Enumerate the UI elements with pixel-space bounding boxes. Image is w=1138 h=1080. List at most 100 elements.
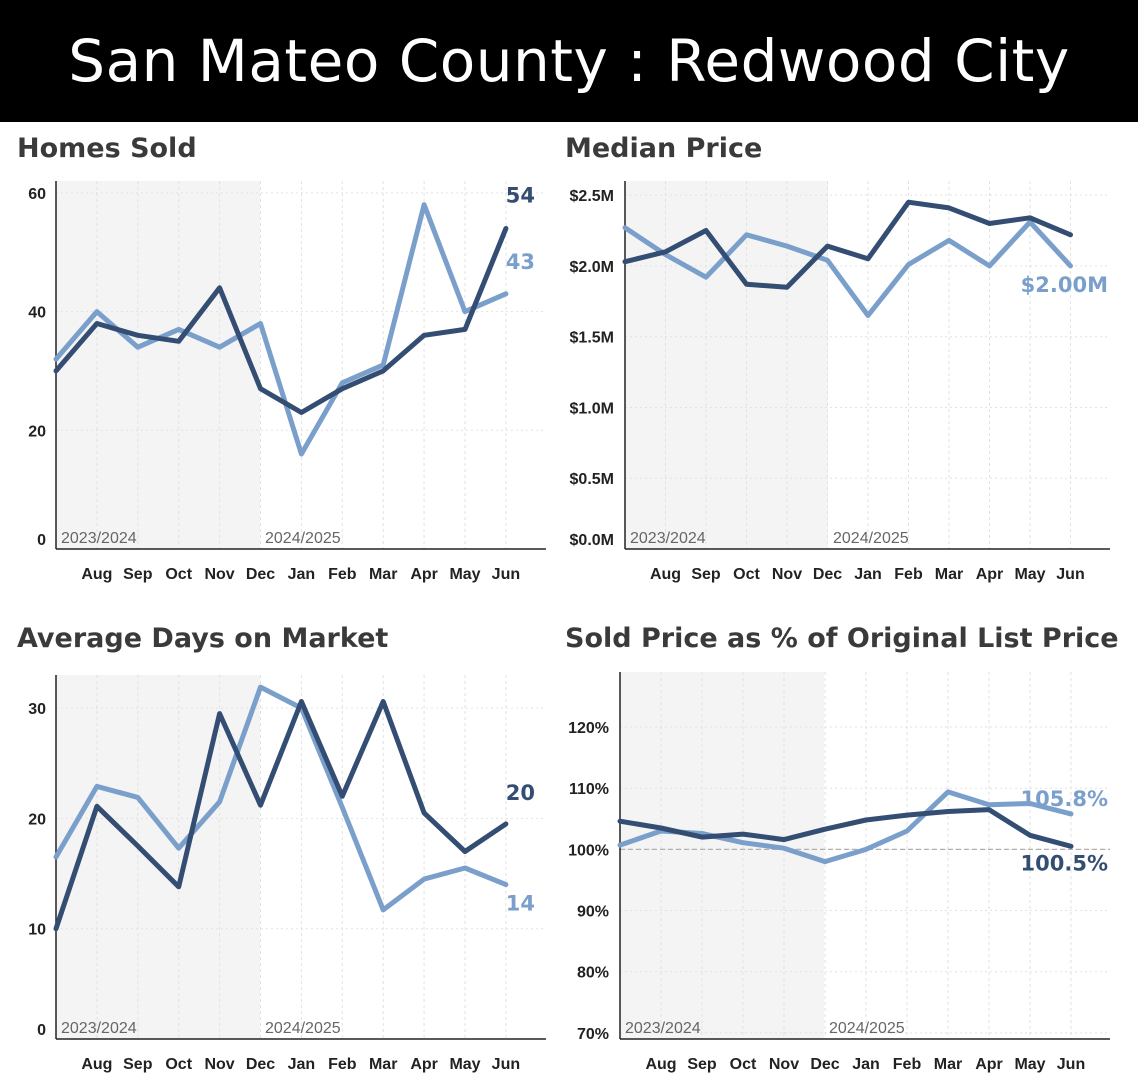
price-x-tick-label: Jun: [1056, 566, 1084, 583]
dom-x-tick-label: May: [449, 1056, 480, 1073]
price-x-tick-label: Mar: [935, 566, 963, 583]
dom-x-tick-label: Mar: [369, 1056, 397, 1073]
price-chart: $0.0M $0.5M $1.0M $1.5M $2.0M $2.5M Aug Sep Oct N…: [570, 181, 1110, 583]
pct-chart: 70% 80% 90% 100% 110% 120% Aug Sep Oct Nov Dec Jan F…: [568, 672, 1110, 1073]
homes-end-label: 54: [506, 183, 535, 207]
dom-season-shade: [56, 675, 260, 1039]
pct-y-tick-label: 90%: [577, 904, 609, 921]
homes-x-tick-label: Sep: [123, 566, 153, 583]
price-x-tick-label: Dec: [813, 566, 842, 583]
homes-x-tick-label: Jan: [288, 566, 316, 583]
dom-season-label-prior: 2023/2024: [61, 1020, 137, 1037]
pct-y-tick-label: 80%: [577, 965, 609, 982]
pct-y-tick-label: 70%: [577, 1026, 609, 1043]
price-x-tick-label: Sep: [691, 566, 721, 583]
price-season-label-prior: 2023/2024: [630, 530, 706, 547]
price-y-tick-label: $0.0M: [570, 532, 614, 549]
price-series-line-current: [622, 199, 1073, 290]
dom-y-tick-label: 20: [28, 811, 46, 828]
dom-end-label: 14: [506, 892, 535, 916]
dom-y-tick-label: 0: [37, 1022, 46, 1039]
pct-y-tick-label: 100%: [568, 842, 609, 859]
price-x-tick-label: Nov: [772, 566, 802, 583]
price-series-line-prior: [622, 219, 1073, 318]
pct-x-tick-label: May: [1014, 1056, 1045, 1073]
dom-x-tick-label: Aug: [81, 1056, 112, 1073]
dom-end-label: 20: [506, 781, 535, 805]
dom-series-line-prior: [53, 684, 509, 913]
dom-y-tick-label: 10: [28, 922, 46, 939]
pct-season-shade: [620, 672, 824, 1039]
price-x-tick-label: Apr: [976, 566, 1004, 583]
homes-end-label: 43: [506, 250, 535, 274]
price-season-label-current: 2024/2025: [833, 530, 909, 547]
dom-x-tick-label: Feb: [328, 1056, 357, 1073]
price-x-tick-label: Feb: [894, 566, 923, 583]
homes-series-line-prior: [53, 202, 509, 457]
homes-series-line-current: [53, 226, 509, 415]
homes-x-tick-label: Jun: [492, 566, 520, 583]
homes-season-shade: [56, 181, 260, 549]
pct-x-tick-label: Apr: [975, 1056, 1003, 1073]
homes-x-tick-label: Mar: [369, 566, 397, 583]
price-x-tick-label: Jan: [854, 566, 882, 583]
price-y-tick-label: $2.5M: [570, 188, 614, 205]
pct-x-tick-label: Aug: [645, 1056, 676, 1073]
homes-x-tick-label: May: [449, 566, 480, 583]
dom-x-tick-label: Oct: [165, 1056, 192, 1073]
page-header: San Mateo County : Redwood City: [0, 0, 1138, 122]
pct-y-tick-label: 110%: [569, 781, 609, 798]
pct-x-tick-label: Jun: [1057, 1056, 1085, 1073]
pct-x-tick-label: Oct: [730, 1056, 757, 1073]
homes-x-tick-label: Aug: [81, 566, 112, 583]
dom-x-tick-label: Sep: [123, 1056, 153, 1073]
homes-y-tick-label: 40: [28, 305, 46, 322]
dom-season-label-current: 2024/2025: [265, 1020, 341, 1037]
pct-series-line-current: [617, 807, 1074, 849]
pct-x-tick-label: Mar: [934, 1056, 962, 1073]
price-x-tick-label: May: [1014, 566, 1045, 583]
pct-x-tick-label: Sep: [687, 1056, 717, 1073]
homes-y-tick-label: 60: [28, 186, 46, 203]
dom-series-line-current: [53, 699, 509, 932]
pct-y-tick-label: 120%: [568, 720, 609, 737]
dom-x-tick-label: Jun: [492, 1056, 520, 1073]
price-y-tick-label: $1.0M: [570, 400, 614, 417]
price-x-tick-label: Aug: [650, 566, 681, 583]
page-title: San Mateo County : Redwood City: [68, 27, 1070, 95]
price-y-tick-label: $2.0M: [570, 259, 614, 276]
homes-x-tick-label: Dec: [246, 566, 275, 583]
price-y-tick-label: $0.5M: [570, 471, 614, 488]
homes-y-tick-label: 20: [28, 423, 46, 440]
pct-x-tick-label: Dec: [810, 1056, 839, 1073]
homes-season-label-prior: 2023/2024: [61, 530, 137, 547]
pct-end-label: 100.5%: [1021, 851, 1108, 875]
homes-x-tick-label: Nov: [204, 566, 234, 583]
pct-x-tick-label: Jan: [852, 1056, 880, 1073]
days-on-market-title: Average Days on Market: [17, 623, 389, 654]
price-season-shade: [625, 181, 828, 549]
dom-x-tick-label: Apr: [410, 1056, 438, 1073]
pct-season-label-current: 2024/2025: [829, 1020, 905, 1037]
homes-season-label-current: 2024/2025: [265, 530, 341, 547]
dom-x-tick-label: Dec: [246, 1056, 275, 1073]
pct-x-tick-label: Feb: [893, 1056, 922, 1073]
sold-pct-title: Sold Price as % of Original List Price: [565, 623, 1119, 654]
dom-chart: 0 10 20 30 Aug Sep Oct Nov Dec Jan Feb Mar Apr May Jun…: [28, 675, 546, 1073]
median-price-title: Median Price: [565, 133, 763, 164]
dom-x-tick-label: Jan: [288, 1056, 316, 1073]
dom-x-tick-label: Nov: [204, 1056, 234, 1073]
pct-end-label: 105.8%: [1021, 787, 1108, 811]
homes-y-tick-label: 0: [37, 532, 46, 549]
price-x-tick-label: Oct: [733, 566, 760, 583]
homes-x-tick-label: Feb: [328, 566, 357, 583]
dom-y-tick-label: 30: [28, 701, 46, 718]
price-end-label: $2.00M: [1021, 273, 1108, 297]
homes-chart: 0 20 40 60 Aug Sep Oct Nov Dec Jan Feb Mar Apr May Jun…: [28, 181, 546, 583]
pct-season-label-prior: 2023/2024: [625, 1020, 701, 1037]
pct-x-tick-label: Nov: [769, 1056, 799, 1073]
homes-x-tick-label: Apr: [410, 566, 438, 583]
price-y-tick-label: $1.5M: [570, 330, 614, 347]
homes-sold-title: Homes Sold: [17, 133, 197, 164]
